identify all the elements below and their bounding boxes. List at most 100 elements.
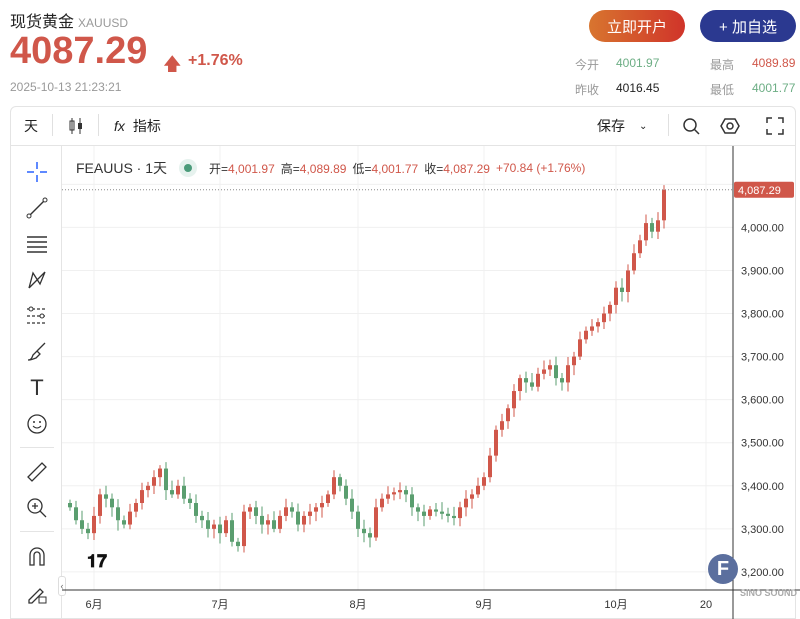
candle-body: [440, 511, 444, 514]
interval-button[interactable]: 天: [24, 118, 38, 134]
candle-body: [122, 520, 126, 525]
magnet-tool-icon[interactable]: [22, 541, 52, 571]
candle-body: [536, 373, 540, 387]
candle-body: [398, 490, 402, 493]
legend-change: +70.84 (+1.76%): [495, 161, 586, 175]
instrument-symbol: XAUUSD: [78, 16, 129, 30]
x-tick-label: 6月: [85, 599, 102, 611]
candle-body: [266, 520, 270, 525]
fib-tool-icon[interactable]: [22, 229, 52, 259]
candle-body: [248, 507, 252, 512]
candle-body: [392, 492, 396, 495]
candle-body: [170, 490, 174, 495]
candle-type-icon[interactable]: [68, 112, 84, 140]
instrument-title: 现货黄金 XAUUSD: [10, 8, 128, 32]
open-account-button[interactable]: 立即开户: [589, 10, 685, 42]
candle-body: [578, 339, 582, 357]
change-percent: +1.76%: [188, 52, 243, 69]
y-tick-label: 3,200.00: [741, 567, 784, 579]
candle-body: [200, 515, 204, 521]
x-tick-label: 9月: [475, 599, 492, 611]
candle-body: [374, 507, 378, 538]
candle-body: [164, 468, 168, 491]
candle-body: [662, 189, 666, 221]
tradingview-logo: 𝟏𝟕: [87, 551, 108, 571]
prev-close-value: 4016.45: [616, 81, 660, 95]
candle-body: [362, 528, 366, 534]
trend-line-tool-icon[interactable]: [22, 193, 52, 223]
save-button[interactable]: 保存 ⌄: [597, 112, 647, 140]
price-chart[interactable]: 3,200.00 3,300.00 3,400.00 3,500.00 3,600.00…: [62, 146, 800, 619]
candle-body: [332, 477, 336, 495]
collapse-toolbar-button[interactable]: ‹: [58, 576, 66, 596]
candle-body: [434, 509, 438, 512]
candle-body: [494, 429, 498, 456]
crosshair-tool-icon[interactable]: [22, 157, 52, 187]
emoji-tool-icon[interactable]: [22, 409, 52, 439]
candle-body: [524, 378, 528, 383]
x-tick-label: 7月: [211, 599, 228, 611]
candle-body: [542, 369, 546, 374]
candle-body: [488, 455, 492, 478]
candle-body: [422, 511, 426, 516]
divider: [668, 114, 669, 136]
candle-body: [350, 498, 354, 512]
candle-body: [80, 520, 84, 529]
candle-body: [572, 356, 576, 366]
candle-body: [500, 421, 504, 430]
settings-icon[interactable]: [720, 112, 740, 140]
candle-body: [380, 498, 384, 508]
divider: [98, 114, 99, 136]
candle-body: [632, 253, 636, 271]
candle-body: [338, 477, 342, 486]
candle-body: [620, 287, 624, 292]
text-tool-icon[interactable]: T: [30, 375, 44, 400]
candle-body: [602, 313, 606, 323]
candle-body: [530, 382, 534, 387]
ruler-tool-icon[interactable]: [22, 457, 52, 487]
indicators-button[interactable]: fx 指标: [114, 112, 161, 140]
candle-body: [584, 330, 588, 340]
legend-low: 低=4,001.77: [352, 161, 419, 176]
chart-legend: FEAUUS · 1天 开=4,001.97 高=4,089.89 低=4,00…: [76, 158, 585, 178]
x-tick-label: 8月: [349, 599, 366, 611]
low-label: 最低: [710, 83, 735, 97]
watermark-logo: SINO SOUND: [740, 588, 798, 598]
legend-symbol: FEAUUS · 1天: [76, 160, 168, 176]
candle-body: [206, 520, 210, 529]
candle-body: [656, 220, 660, 232]
add-watchlist-button[interactable]: + 加自选: [700, 10, 796, 42]
candle-body: [104, 494, 108, 499]
candle-body: [650, 223, 654, 232]
low-value: 4001.77: [752, 81, 796, 95]
x-tick-label: 10月: [604, 599, 627, 611]
fullscreen-icon[interactable]: [766, 112, 784, 140]
candle-body: [260, 515, 264, 525]
candle-body: [278, 515, 282, 529]
candle-body: [128, 511, 132, 525]
pattern-tool-icon[interactable]: [22, 265, 52, 295]
y-tick-label: 3,400.00: [741, 481, 784, 493]
candle-body: [308, 511, 312, 516]
candle-body: [626, 270, 630, 292]
chevron-down-icon: ⌄: [639, 120, 648, 132]
quick-search-icon[interactable]: [682, 112, 702, 140]
candle-body: [506, 408, 510, 422]
candle-body: [92, 515, 96, 534]
candle-body: [152, 477, 156, 486]
candle-body: [212, 524, 216, 529]
candle-body: [416, 507, 420, 512]
candle-body: [458, 507, 462, 519]
candle-body: [188, 498, 192, 504]
candle-body: [356, 511, 360, 529]
lock-drawing-icon[interactable]: [22, 579, 52, 609]
projection-tool-icon[interactable]: [22, 301, 52, 331]
candle-body: [386, 494, 390, 499]
candle-body: [224, 520, 228, 534]
instrument-name: 现货黄金: [10, 14, 75, 31]
candle-body: [428, 509, 432, 516]
brush-tool-icon[interactable]: [22, 337, 52, 367]
candle-body: [326, 494, 330, 504]
zoom-in-tool-icon[interactable]: [22, 493, 52, 523]
last-price-label: 4,087.29: [738, 185, 781, 197]
